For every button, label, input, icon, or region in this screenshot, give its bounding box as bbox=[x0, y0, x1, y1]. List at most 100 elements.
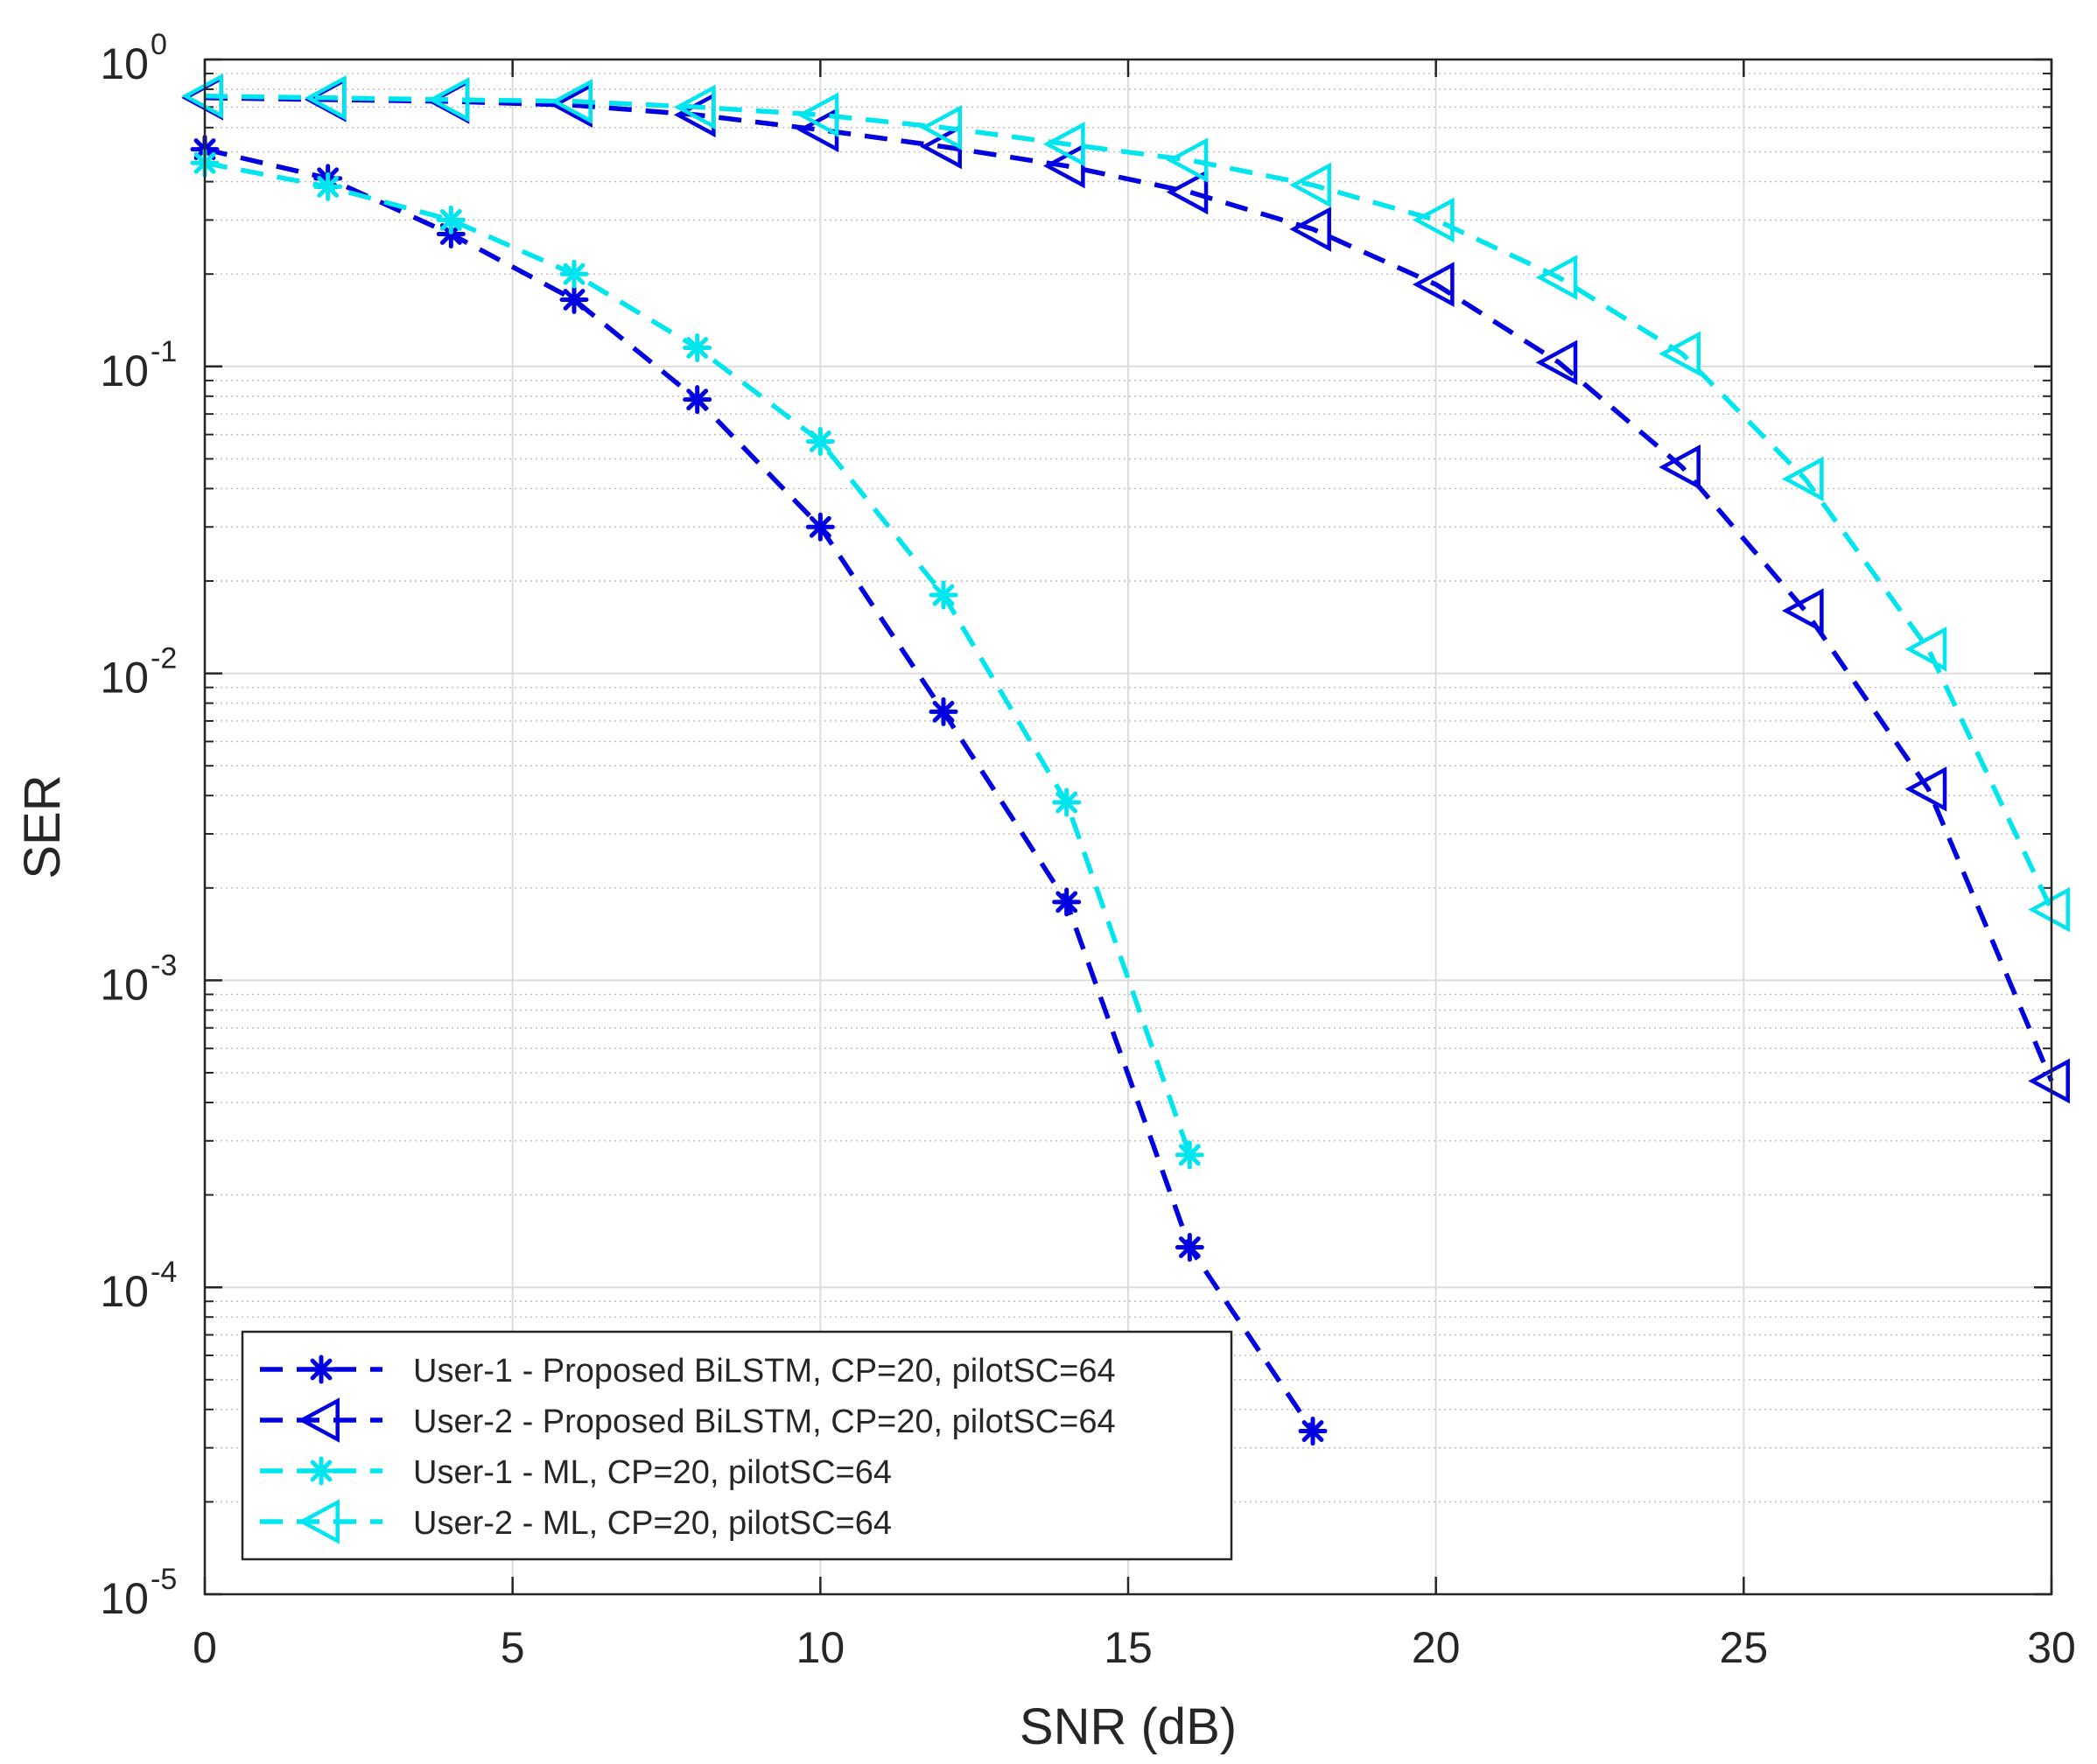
data-point bbox=[1535, 255, 1578, 300]
data-point bbox=[1042, 121, 1085, 167]
data-point bbox=[1781, 456, 1824, 502]
series-4 bbox=[181, 74, 2070, 933]
asterisk-stroke bbox=[310, 1358, 333, 1381]
y-tick-label: 10 -5 bbox=[100, 1563, 177, 1623]
legend-marker bbox=[306, 1354, 336, 1384]
data-point bbox=[1412, 197, 1455, 243]
asterisk-stroke bbox=[686, 337, 709, 359]
y-tick-base: 10 bbox=[100, 39, 149, 88]
plot-frame bbox=[203, 58, 2053, 1596]
data-point bbox=[2028, 1058, 2070, 1104]
asterisk-stroke bbox=[439, 209, 462, 231]
data-point bbox=[920, 105, 962, 150]
data-point bbox=[929, 696, 958, 726]
series-line bbox=[204, 95, 2054, 1082]
asterisk-stroke bbox=[932, 701, 955, 723]
legend-item: User-2 - Proposed BiLSTM, CP=20, pilotSC… bbox=[260, 1397, 1116, 1443]
y-tick-base: 10 bbox=[100, 346, 149, 396]
data-point bbox=[1042, 143, 1085, 189]
y-tick-exponent: -2 bbox=[151, 642, 177, 676]
asterisk-stroke bbox=[317, 176, 340, 198]
asterisk-stroke bbox=[1178, 1236, 1201, 1258]
data-point bbox=[673, 84, 716, 130]
data-point bbox=[313, 172, 343, 201]
data-point bbox=[1535, 340, 1578, 386]
data-point bbox=[427, 77, 470, 122]
data-point bbox=[929, 580, 958, 610]
y-tick-label: 10 -1 bbox=[100, 335, 177, 396]
series-line bbox=[204, 146, 1315, 1433]
data-point bbox=[2028, 886, 2070, 933]
y-tick-label: 10 -2 bbox=[100, 642, 177, 703]
y-tick-exponent: -3 bbox=[151, 948, 177, 982]
legend-label: User-2 - ML, CP=20, pilotSC=64 bbox=[413, 1505, 892, 1542]
x-tick-label: 20 bbox=[1412, 1623, 1461, 1672]
legend-label: User-1 - ML, CP=20, pilotSC=64 bbox=[413, 1454, 892, 1491]
asterisk-stroke bbox=[1056, 791, 1078, 814]
data-point bbox=[1052, 788, 1082, 817]
y-tick-label: 10 -4 bbox=[100, 1256, 177, 1316]
data-point bbox=[805, 426, 835, 456]
data-point bbox=[805, 512, 835, 542]
data-point bbox=[559, 285, 589, 315]
data-point bbox=[1904, 626, 1947, 672]
data-point bbox=[304, 75, 347, 121]
data-point bbox=[436, 205, 466, 234]
data-point bbox=[551, 79, 593, 124]
legend-label: User-1 - Proposed BiLSTM, CP=20, pilotSC… bbox=[413, 1353, 1116, 1390]
asterisk-stroke bbox=[310, 1460, 333, 1482]
y-tick-base: 10 bbox=[100, 960, 149, 1009]
asterisk-stroke bbox=[1301, 1420, 1324, 1442]
x-tick-label: 10 bbox=[796, 1623, 845, 1672]
asterisk-stroke bbox=[1178, 1144, 1201, 1166]
legend: User-1 - Proposed BiLSTM, CP=20, pilotSC… bbox=[241, 1330, 1233, 1561]
y-tick-exponent: -4 bbox=[151, 1256, 177, 1289]
series-line bbox=[204, 94, 2054, 911]
asterisk-stroke bbox=[563, 289, 586, 311]
asterisk-stroke bbox=[809, 515, 831, 538]
data-point bbox=[1781, 588, 1824, 634]
x-tick-label: 30 bbox=[2027, 1623, 2076, 1672]
y-tick-label: 10 -3 bbox=[100, 948, 177, 1009]
x-tick-label: 0 bbox=[193, 1623, 217, 1672]
data-point bbox=[1052, 887, 1082, 917]
y-axis-title: SER bbox=[14, 774, 71, 878]
asterisk-stroke bbox=[686, 388, 709, 411]
data-point bbox=[1412, 262, 1455, 307]
data-point bbox=[683, 333, 712, 363]
legend-marker bbox=[306, 1456, 336, 1486]
data-point bbox=[1175, 1140, 1204, 1170]
legend-item: User-1 - ML, CP=20, pilotSC=64 bbox=[260, 1454, 892, 1491]
data-point bbox=[796, 92, 839, 138]
y-tick-exponent: -5 bbox=[151, 1563, 177, 1596]
data-point bbox=[559, 259, 589, 289]
legend-item: User-2 - ML, CP=20, pilotSC=64 bbox=[260, 1499, 892, 1544]
asterisk-stroke bbox=[1056, 891, 1078, 914]
data-point bbox=[1166, 137, 1209, 183]
legend-box bbox=[241, 1330, 1233, 1561]
legend-label: User-2 - Proposed BiLSTM, CP=20, pilotSC… bbox=[413, 1404, 1116, 1440]
x-tick-label: 15 bbox=[1104, 1623, 1153, 1672]
y-tick-label: 10 0 bbox=[100, 28, 167, 88]
y-tick-exponent: 0 bbox=[151, 28, 167, 61]
asterisk-stroke bbox=[809, 430, 831, 452]
data-point bbox=[1289, 206, 1331, 252]
data-point bbox=[1175, 1232, 1204, 1262]
data-point bbox=[1289, 162, 1331, 208]
y-tick-base: 10 bbox=[100, 1574, 149, 1623]
data-point bbox=[683, 385, 712, 415]
data-point bbox=[1166, 169, 1209, 215]
legend-marker bbox=[298, 1499, 340, 1544]
data-point bbox=[1904, 766, 1947, 812]
y-tick-base: 10 bbox=[100, 1267, 149, 1316]
data-point bbox=[1659, 331, 1701, 377]
legend-item: User-1 - Proposed BiLSTM, CP=20, pilotSC… bbox=[260, 1353, 1116, 1390]
x-tick-label: 25 bbox=[1720, 1623, 1769, 1672]
x-tick-label: 5 bbox=[501, 1623, 525, 1672]
x-tick-labels: 0 5 10 15 20 25 30 bbox=[193, 1623, 2076, 1672]
legend-marker bbox=[298, 1397, 340, 1443]
y-tick-base: 10 bbox=[100, 654, 149, 703]
asterisk-stroke bbox=[563, 262, 586, 285]
